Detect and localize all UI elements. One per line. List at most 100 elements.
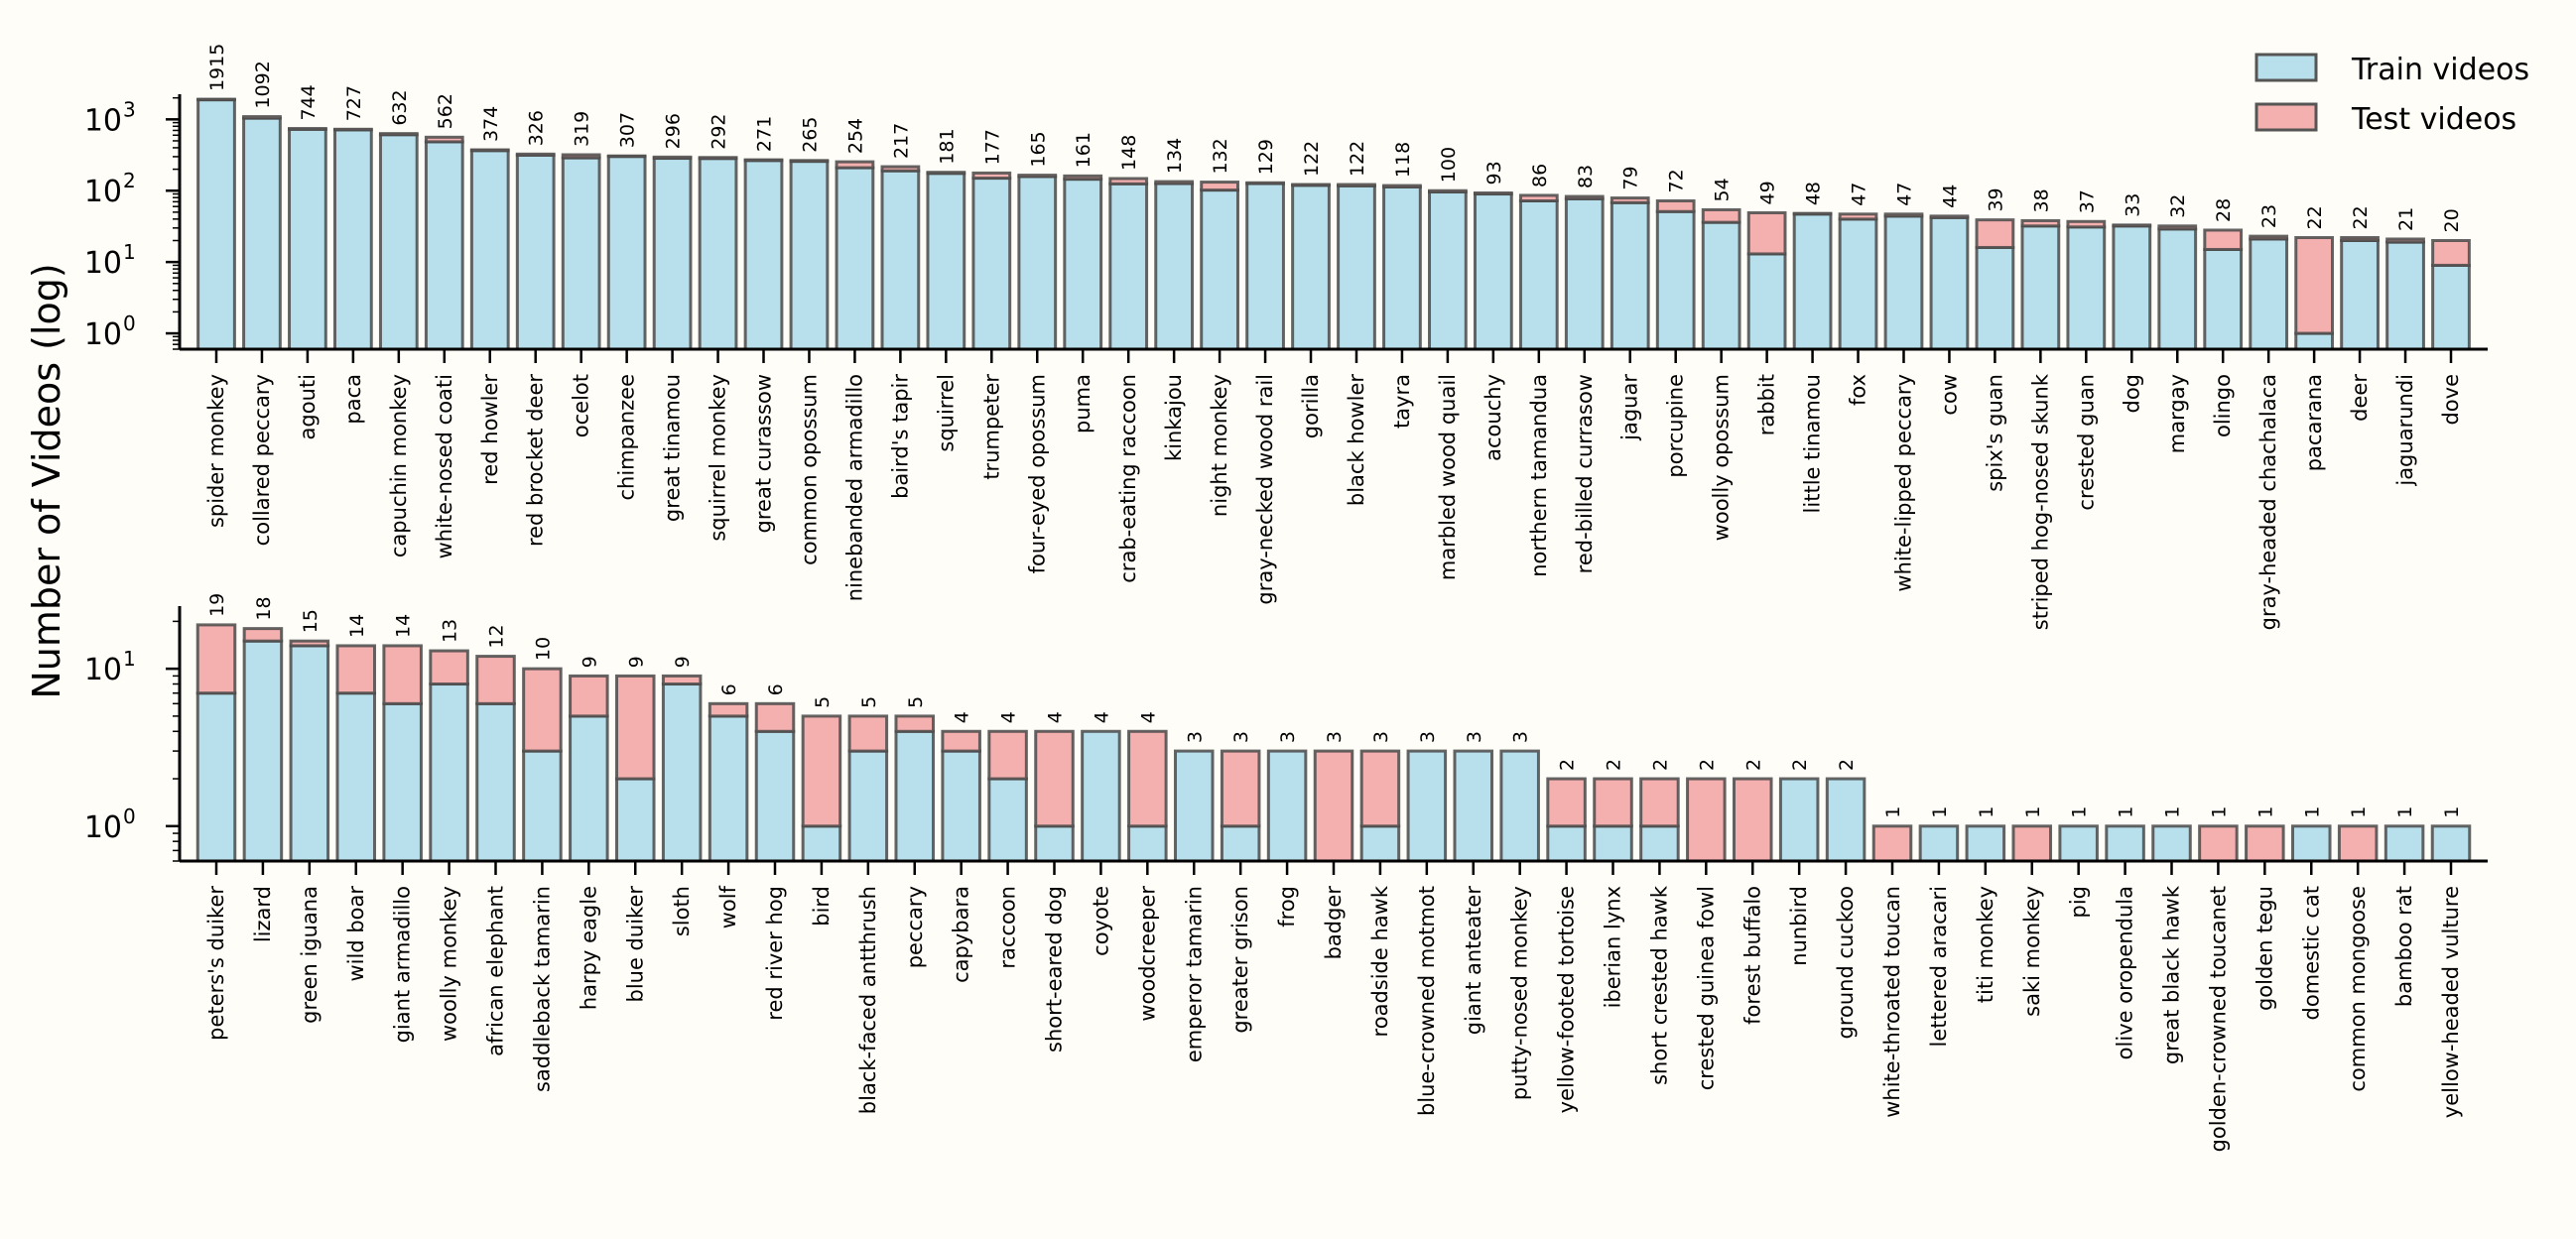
x-tick-label: marbled wood quail <box>1436 374 1460 580</box>
bar-train-14 <box>847 749 889 863</box>
bar-test-35 <box>1792 211 1833 216</box>
x-tick-label: greater grison <box>1228 886 1252 1034</box>
bar-train-16 <box>941 749 981 863</box>
x-tick-label: great curassow <box>752 374 776 533</box>
bar-value-label: 9 <box>625 656 647 668</box>
bar-value-label: 5 <box>858 696 880 708</box>
bar-train-19 <box>1081 729 1121 863</box>
bar-train-20 <box>1127 824 1168 863</box>
bar-train-3 <box>335 691 377 863</box>
x-tick-label: tayra <box>1390 374 1414 429</box>
x-tick-label: short-eared dog <box>1043 886 1067 1053</box>
bar-test-9 <box>606 154 647 159</box>
bar-train-48 <box>2385 240 2425 351</box>
bar-value-label: 2 <box>1604 759 1625 771</box>
bar-test-38 <box>1929 214 1970 219</box>
bar-value-label: 122 <box>1301 141 1323 177</box>
x-tick-label: deer <box>2348 374 2372 422</box>
bar-train-29 <box>1546 824 1587 863</box>
x-tick-label: harpy eagle <box>577 886 600 1010</box>
bar-train-38 <box>1929 215 1970 351</box>
x-tick-label: four-eyed opossum <box>1025 374 1049 573</box>
bar-train-10 <box>652 157 693 351</box>
x-tick-label: titi monkey <box>1974 886 1997 1003</box>
x-tick-label: lizard <box>251 886 275 942</box>
x-tick-label: capuchin monkey <box>387 374 411 558</box>
bar-test-13 <box>801 714 842 828</box>
bar-train-48 <box>2430 824 2472 863</box>
x-tick-label: golden-crowned toucanet <box>2206 886 2230 1152</box>
bar-train-21 <box>1154 182 1195 351</box>
x-tick-label: olive oropendula <box>2114 886 2137 1059</box>
bar-value-label: 100 <box>1438 147 1460 183</box>
bar-test-44 <box>2203 228 2244 251</box>
bar-test-10 <box>661 674 703 686</box>
bar-value-label: 165 <box>1027 131 1049 167</box>
bar-test-3 <box>335 644 377 695</box>
bar-test-24 <box>1313 749 1354 863</box>
bar-value-label: 9 <box>579 656 600 668</box>
bar-value-label: 3 <box>1510 731 1532 743</box>
bar-value-label: 307 <box>617 112 639 148</box>
x-tick-label: pig <box>2067 886 2091 919</box>
bar-value-label: 1 <box>2441 806 2463 818</box>
x-tick-label: bird <box>810 886 834 927</box>
bar-test-10 <box>652 155 693 161</box>
x-tick-label: golden tegu <box>2253 886 2276 1011</box>
x-tick-label: woolly monkey <box>438 886 461 1042</box>
bar-train-40 <box>2020 224 2061 351</box>
x-tick-label: nunbird <box>1787 886 1811 966</box>
x-tick-label: roadside hawk <box>1368 885 1392 1037</box>
bar-train-43 <box>2157 227 2198 351</box>
bar-value-label: 1915 <box>206 44 228 91</box>
bar-train-25 <box>1337 184 1376 351</box>
bar-train-47 <box>2383 824 2425 863</box>
bar-value-label: 1 <box>2022 806 2044 818</box>
x-tick-label: night monkey <box>1208 374 1231 517</box>
bar-train-11 <box>698 157 738 351</box>
x-tick-label: sloth <box>670 886 694 936</box>
bar-test-14 <box>847 714 889 753</box>
bar-test-32 <box>1655 198 1696 213</box>
x-tick-label: giant armadillo <box>391 886 415 1043</box>
bar-train-26 <box>1382 185 1422 351</box>
bar-value-label: 38 <box>2030 188 2052 212</box>
y-tick-label: 10 <box>84 810 122 845</box>
bar-test-22 <box>1220 749 1261 828</box>
bar-value-label: 4 <box>952 711 973 723</box>
legend-swatch-train <box>2254 53 2318 82</box>
bar-train-9 <box>614 777 656 863</box>
bar-train-14 <box>835 166 875 351</box>
bar-value-label: 14 <box>393 614 415 638</box>
y-tick-exponent: 2 <box>123 169 136 192</box>
bar-value-label: 1 <box>2254 806 2276 818</box>
x-tick-label: spider monkey <box>204 374 228 528</box>
bar-value-label: 217 <box>890 123 912 159</box>
x-tick-label: badger <box>1322 886 1346 960</box>
bar-value-label: 3 <box>1417 731 1439 743</box>
bar-train-47 <box>2340 238 2380 351</box>
bar-train-21 <box>1173 749 1215 863</box>
bar-test-18 <box>1017 174 1058 179</box>
legend-swatch-test <box>2254 102 2318 132</box>
bar-test-44 <box>2245 824 2285 863</box>
bar-value-label: 10 <box>532 637 554 661</box>
x-tick-label: red brocket deer <box>524 374 548 547</box>
bar-value-label: 6 <box>718 683 740 695</box>
x-tick-label: blue-crowned motmot <box>1415 886 1439 1116</box>
bar-test-11 <box>708 701 749 718</box>
bar-test-17 <box>987 729 1028 781</box>
bar-value-label: 132 <box>1210 138 1231 174</box>
x-tick-label: spix's guan <box>1983 374 2006 492</box>
bar-train-24 <box>1291 184 1331 351</box>
bar-train-17 <box>987 777 1028 863</box>
bar-train-37 <box>1918 824 1960 863</box>
x-tick-label: puma <box>1071 374 1095 434</box>
x-tick-label: jaguar <box>1618 374 1642 441</box>
bar-train-45 <box>2249 237 2289 351</box>
x-tick-label: gray-necked wood rail <box>1253 374 1277 605</box>
x-tick-label: common opossum <box>797 374 821 565</box>
bar-train-5 <box>424 140 464 351</box>
bar-value-label: 2 <box>1649 759 1671 771</box>
